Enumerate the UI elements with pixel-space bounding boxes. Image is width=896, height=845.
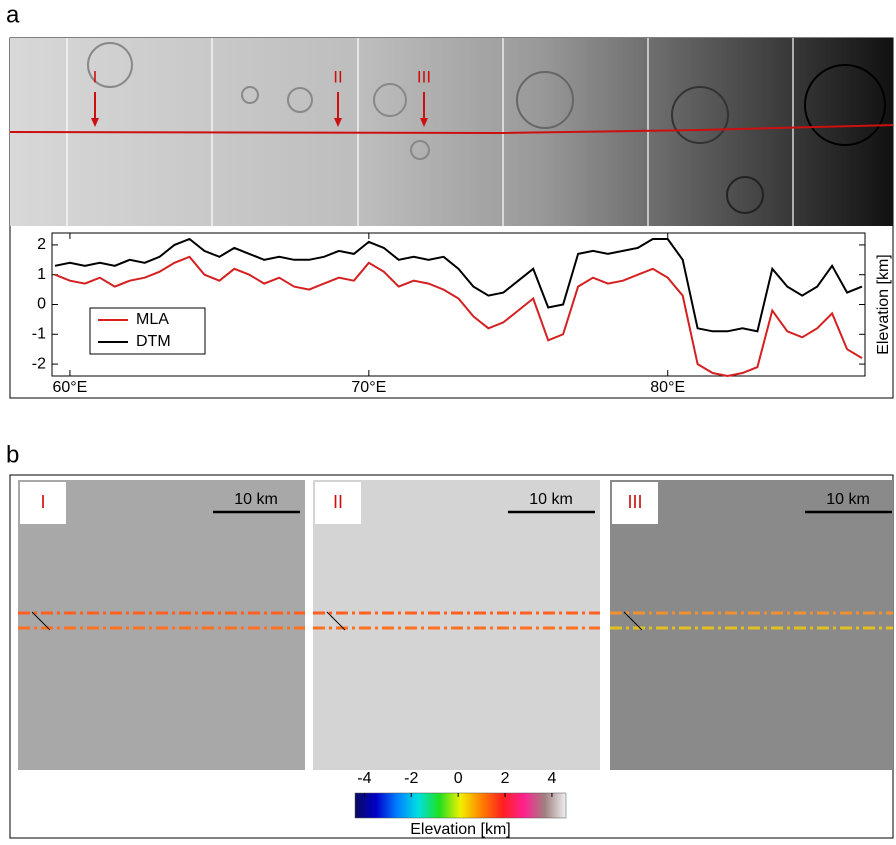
marker-label: I	[93, 67, 98, 86]
y-tick-label: -1	[32, 326, 46, 343]
scale-label: 10 km	[826, 491, 870, 508]
legend-label: MLA	[136, 311, 169, 328]
panel-label: a	[6, 1, 20, 28]
inset-label: I	[40, 492, 45, 512]
figure: a b I10 kmII10 kmIII10 km IIIIII-2-10126…	[0, 0, 896, 840]
scale-label: 10 km	[529, 491, 573, 508]
colorbar-tick-label: -2	[404, 770, 418, 787]
colorbar-label: Elevation [km]	[410, 821, 510, 838]
colorbar-tick-label: 2	[501, 770, 510, 787]
inset-label: III	[627, 492, 642, 512]
colorbar	[355, 793, 566, 818]
y-axis-label: Elevation [km]	[875, 254, 892, 354]
legend-label: DTM	[136, 333, 171, 350]
colorbar-tick-label: -4	[357, 770, 371, 787]
y-tick-label: -2	[32, 355, 46, 372]
page: {"panel_labels":["a","b"], "strip_marker…	[0, 0, 896, 845]
y-tick-label: 0	[37, 296, 46, 313]
marker-label: II	[333, 67, 342, 86]
panel-label: b	[6, 441, 19, 468]
x-tick-label: 80°E	[650, 379, 685, 396]
colorbar-tick-label: 0	[454, 770, 463, 787]
colorbar-tick-label: 4	[547, 770, 556, 787]
scale-label: 10 km	[234, 491, 278, 508]
inset-label: II	[333, 492, 343, 512]
marker-label: III	[417, 67, 431, 86]
x-tick-label: 60°E	[52, 379, 87, 396]
y-tick-label: 1	[37, 266, 46, 283]
plot-frame	[52, 233, 865, 376]
y-tick-label: 2	[37, 236, 46, 253]
x-tick-label: 70°E	[351, 379, 386, 396]
